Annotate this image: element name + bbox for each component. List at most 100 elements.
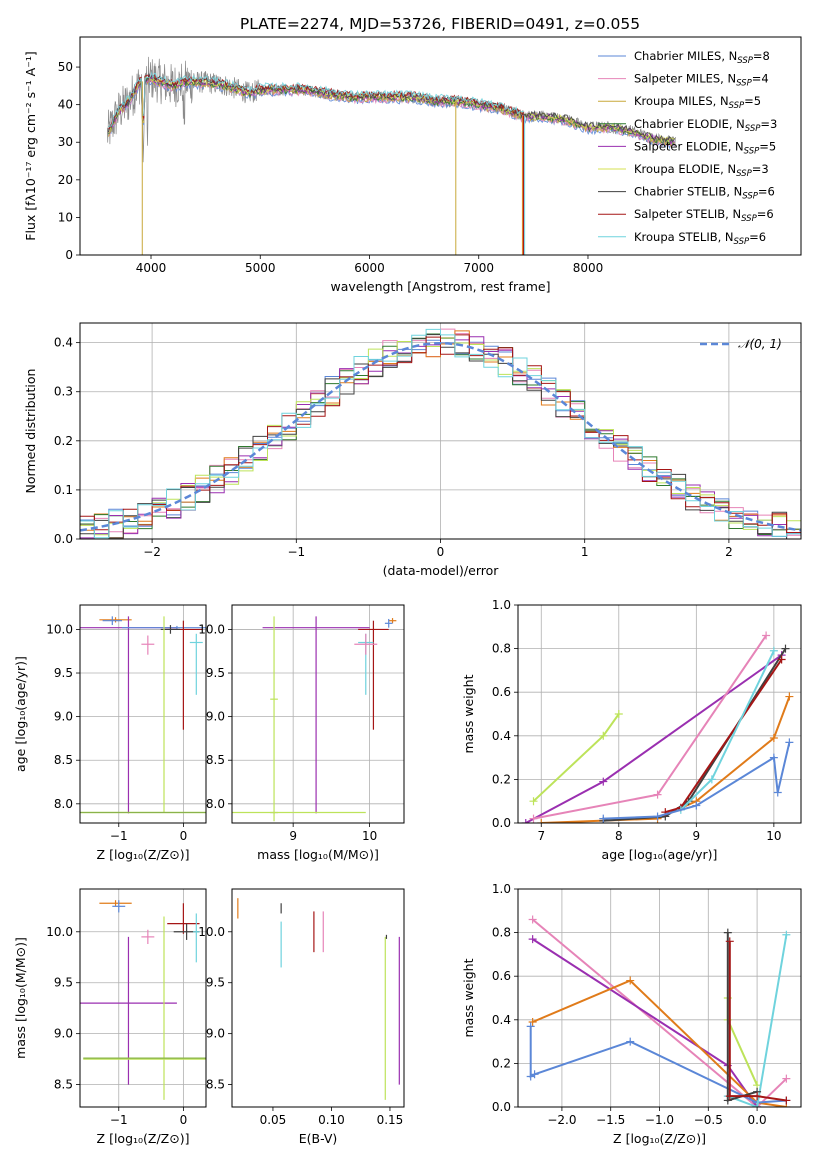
data-point-marker bbox=[777, 655, 786, 664]
panel-mass-vs-EBV: 0.05 0.10 0.15 8.5 9.0 9.5 10.0 E(B-V) bbox=[198, 888, 405, 1146]
x-tick-label: 0.05 bbox=[260, 1113, 287, 1127]
x-tick-label: 0 bbox=[180, 829, 188, 843]
y-tick-label: 10.0 bbox=[198, 925, 225, 939]
x-tick-label: 1 bbox=[581, 545, 589, 559]
x-tick-label: 0 bbox=[437, 545, 445, 559]
plot-area bbox=[518, 889, 801, 1107]
legend-entry: Salpeter MILES, NSSP=4 bbox=[634, 72, 769, 89]
x-axis-label: mass [log₁₀(M/M⊙)] bbox=[257, 847, 379, 862]
y-axis-label: mass [log₁₀(M/M⊙)] bbox=[13, 937, 28, 1059]
y-tick-label: 8.5 bbox=[206, 753, 225, 767]
legend-entry: Kroupa MILES, NSSP=5 bbox=[634, 94, 761, 111]
data-point-marker bbox=[785, 738, 794, 747]
legend-entry: Salpeter STELIB, NSSP=6 bbox=[634, 207, 774, 224]
data-point-marker bbox=[526, 1072, 535, 1081]
data-point-marker bbox=[528, 1017, 537, 1026]
data-point-marker bbox=[526, 1022, 535, 1031]
x-tick-label: 0.15 bbox=[377, 1113, 404, 1127]
y-tick-label: 0.3 bbox=[54, 385, 73, 399]
plot-area bbox=[80, 605, 206, 823]
mass-weight-series bbox=[532, 713, 620, 802]
y-tick-label: 10.0 bbox=[46, 622, 73, 636]
panel-residual-histogram: −2 −1 0 1 2 0.0 0.1 0.2 0.3 0.4 (data-model)/error… bbox=[23, 322, 802, 578]
y-tick-label: 40 bbox=[58, 98, 73, 112]
x-tick-label: −2.0 bbox=[547, 1113, 576, 1127]
y-tick-label: 9.0 bbox=[206, 1027, 225, 1041]
data-point-marker bbox=[653, 812, 662, 821]
axes-frame bbox=[79, 36, 802, 256]
axes-frame bbox=[231, 604, 405, 824]
figure-title: PLATE=2274, MJD=53726, FIBERID=0491, z=0… bbox=[240, 15, 640, 33]
x-tick-label: 8 bbox=[615, 829, 623, 843]
y-tick-label: 8.5 bbox=[206, 1078, 225, 1092]
axes-frame bbox=[231, 888, 405, 1108]
panel-mass-weight-vs-Z: −2.0 −1.5 −1.0 −0.5 0.0 0.0 0.2 0.4 0.6 0.8 1.0 Z [… bbox=[461, 882, 802, 1146]
legend-entry: Chabrier MILES, NSSP=8 bbox=[634, 49, 770, 66]
panel-mass-vs-Z: −1 0 8.5 9.0 9.5 10.0 Z [log₁₀(Z/Z⊙)] mass [log… bbox=[13, 888, 207, 1146]
legend-entry: Kroupa ELODIE, NSSP=3 bbox=[634, 162, 769, 179]
x-tick-label: 7 bbox=[537, 829, 545, 843]
data-point-marker bbox=[753, 1103, 762, 1107]
x-tick-label: 2 bbox=[725, 545, 733, 559]
legend-entry: 𝒩(0, 1) bbox=[738, 337, 782, 351]
model-spectrum bbox=[107, 76, 675, 147]
y-tick-label: 10 bbox=[58, 210, 73, 224]
x-tick-label: 9 bbox=[693, 829, 701, 843]
y-tick-label: 8.0 bbox=[54, 797, 73, 811]
x-tick-label: −0.5 bbox=[694, 1113, 723, 1127]
y-tick-label: 0.1 bbox=[54, 483, 73, 497]
mass-weight-series bbox=[727, 934, 788, 1107]
mass-weight-series bbox=[533, 634, 767, 820]
data-point-marker bbox=[530, 1070, 539, 1079]
y-axis-label: age [log₁₀(age/yr)] bbox=[13, 656, 28, 772]
x-axis-label: Z [log₁₀(Z/Z⊙)] bbox=[97, 847, 190, 862]
y-tick-label: 0.0 bbox=[492, 1100, 511, 1114]
y-tick-label: 9.5 bbox=[54, 976, 73, 990]
y-tick-label: 0.8 bbox=[492, 642, 511, 656]
data-point-marker bbox=[599, 731, 608, 740]
data-point-marker bbox=[599, 814, 608, 823]
mass-weight-series bbox=[525, 654, 783, 823]
axes-frame bbox=[79, 888, 207, 1108]
data-point-marker bbox=[769, 753, 778, 762]
x-tick-label: −1 bbox=[287, 545, 305, 559]
panel-age-vs-Z: −1 0 8.0 8.5 9.0 9.5 10.0 Z [log₁₀(Z/Z⊙)] age [l… bbox=[13, 604, 207, 862]
y-tick-label: 0.0 bbox=[492, 816, 511, 830]
x-tick-label: 9 bbox=[289, 829, 297, 843]
data-point-marker bbox=[626, 976, 635, 985]
y-tick-label: 10.0 bbox=[46, 925, 73, 939]
data-point-marker bbox=[781, 644, 790, 653]
data-point-marker bbox=[614, 710, 623, 718]
y-tick-label: 0.4 bbox=[492, 729, 511, 743]
y-axis-label: mass weight bbox=[461, 958, 476, 1037]
histogram-series bbox=[80, 334, 801, 533]
data-point-marker bbox=[782, 1096, 791, 1105]
y-tick-label: 0.2 bbox=[54, 434, 73, 448]
legend-entry: Kroupa STELIB, NSSP=6 bbox=[634, 230, 766, 247]
y-tick-label: 50 bbox=[58, 60, 73, 74]
y-tick-label: 0.6 bbox=[492, 685, 511, 699]
y-tick-label: 0.2 bbox=[492, 1056, 511, 1070]
y-tick-label: 1.0 bbox=[492, 882, 511, 896]
y-tick-label: 9.0 bbox=[54, 1027, 73, 1041]
mass-weight-series bbox=[529, 1026, 787, 1104]
x-axis-label: Z [log₁₀(Z/Z⊙)] bbox=[613, 1131, 706, 1146]
y-tick-label: 9.0 bbox=[206, 710, 225, 724]
y-tick-label: 1.0 bbox=[492, 598, 511, 612]
x-axis-label: Z [log₁₀(Z/Z⊙)] bbox=[97, 1131, 190, 1146]
axes-frame bbox=[79, 604, 207, 824]
x-tick-label: 0.10 bbox=[318, 1113, 345, 1127]
plot-area bbox=[237, 898, 400, 1100]
data-point-marker bbox=[769, 733, 778, 742]
mass-weight-series bbox=[603, 742, 791, 820]
plot-area bbox=[80, 889, 206, 1107]
x-tick-label: 10 bbox=[766, 829, 781, 843]
data-point-marker bbox=[782, 1074, 791, 1083]
x-tick-label: 7000 bbox=[463, 261, 494, 275]
y-tick-label: 0.2 bbox=[492, 772, 511, 786]
axes-frame bbox=[517, 888, 802, 1108]
y-tick-label: 0.8 bbox=[492, 926, 511, 940]
data-point-marker bbox=[782, 930, 791, 939]
panel-spectrum: 4000 5000 6000 7000 8000 0 10 20 30 40 50 wavelengt… bbox=[23, 36, 802, 294]
